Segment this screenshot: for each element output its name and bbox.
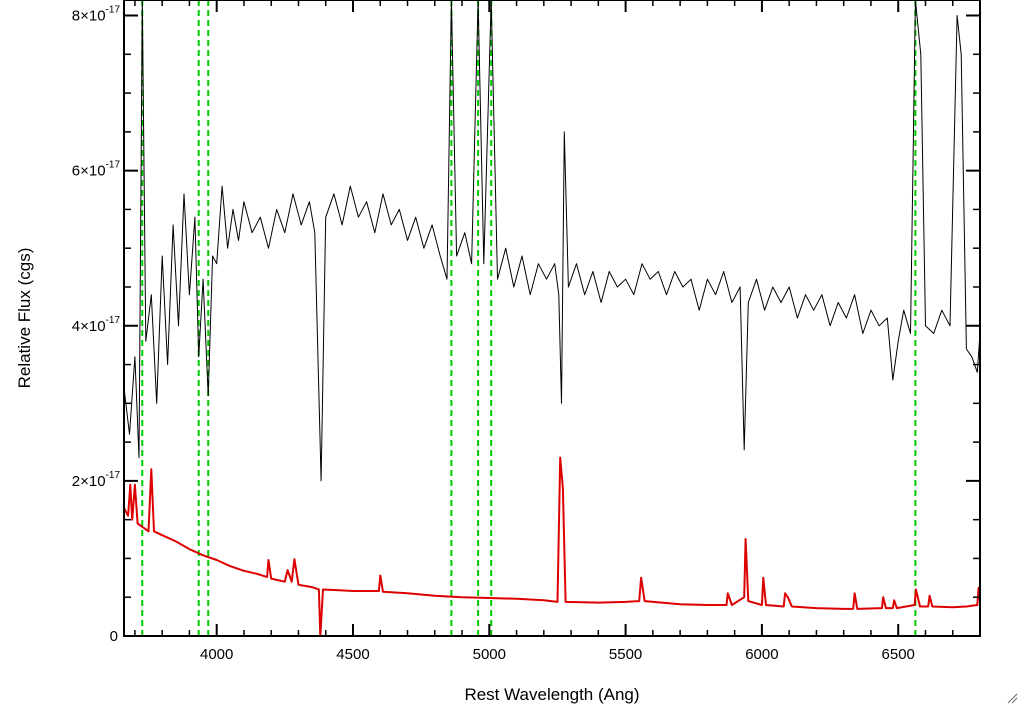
y-tick-label: 8×10-17 (72, 5, 121, 25)
y-tick-label: 4×10-17 (72, 315, 121, 335)
x-tick-label: 5000 (473, 646, 506, 663)
series-group (123, 0, 981, 637)
x-tick-label: 6500 (882, 646, 915, 663)
y-tick-label: 0 (110, 628, 118, 645)
x-tick-label: 4000 (200, 646, 233, 663)
model-series-line (123, 456, 981, 637)
y-axis: 0 2×10-17 4×10-17 6×10-17 8×10-17 (72, 5, 980, 645)
x-tick-label: 4500 (336, 646, 369, 663)
reference-lines-group (141, 0, 917, 636)
x-axis-label: Rest Wavelength (Ang) (464, 685, 639, 704)
plot-frame (123, 0, 981, 637)
y-axis-label: Relative Flux (cgs) (15, 248, 34, 389)
spectrum-series-line (123, 0, 981, 482)
x-tick-label: 5500 (609, 646, 642, 663)
y-tick-label: 2×10-17 (72, 470, 121, 490)
x-axis: 4000 4500 5000 5500 6000 6500 (134, 0, 981, 663)
resize-grip-icon[interactable] (1006, 692, 1018, 704)
x-tick-label: 6000 (745, 646, 778, 663)
y-tick-label: 6×10-17 (72, 160, 121, 180)
